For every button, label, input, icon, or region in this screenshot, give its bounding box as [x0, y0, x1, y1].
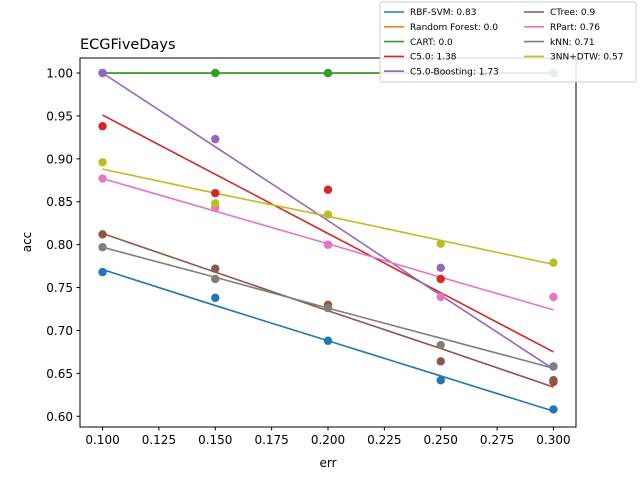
point-5-3: [436, 357, 445, 366]
point-0-1: [211, 293, 220, 303]
legend-box: [379, 1, 637, 83]
legend-entry-8: 3NN+DTW: 0.57: [550, 53, 623, 63]
point-8-2: [323, 210, 333, 219]
point-6-2: [323, 240, 333, 249]
x-tick-label-8: 0.300: [536, 433, 570, 447]
point-4-0: [98, 68, 107, 78]
y-tick-label-1: 0.65: [46, 367, 73, 381]
legend: RBF-SVM: 0.83 Random Forest: 0.0 CART: 0.0…: [379, 1, 637, 83]
data-points: [98, 68, 558, 414]
point-5-1: [211, 264, 220, 273]
legend-entry-4: C5.0-Boosting: 1.73: [410, 67, 499, 77]
point-7-2: [323, 303, 333, 313]
point-2-1: [211, 68, 220, 78]
y-tick-label-8: 1.00: [46, 67, 73, 81]
x-tick-label-3: 0.175: [254, 433, 288, 447]
x-tick-label-1: 0.125: [142, 433, 176, 447]
point-4-3: [436, 263, 445, 273]
point-5-4: [549, 376, 558, 385]
point-8-0: [98, 158, 107, 167]
point-6-0: [98, 174, 107, 183]
x-axis-label: err: [319, 456, 336, 470]
chart-title: ECGFiveDays: [80, 37, 176, 53]
point-7-0: [98, 243, 107, 252]
x-axis-ticks: 0.100 0.125 0.150 0.175 0.200 0.225 0.250 0.275…: [85, 427, 571, 447]
point-6-4: [549, 292, 558, 302]
y-tick-label-0: 0.60: [46, 410, 73, 424]
legend-entry-2: CART: 0.0: [410, 38, 453, 48]
point-2-2: [323, 68, 333, 78]
x-tick-label-5: 0.225: [367, 433, 401, 447]
y-tick-label-3: 0.75: [46, 281, 73, 295]
point-4-1: [211, 134, 220, 144]
point-3-1: [211, 188, 220, 198]
point-7-1: [211, 274, 220, 284]
x-tick-label-6: 0.250: [424, 433, 458, 447]
point-7-3: [436, 340, 445, 350]
y-tick-label-5: 0.85: [46, 195, 73, 209]
point-0-4: [549, 405, 558, 414]
fit-line-4: [102, 72, 554, 370]
point-3-0: [98, 122, 107, 131]
point-6-3: [436, 292, 445, 302]
point-8-1: [211, 199, 220, 208]
y-tick-label-4: 0.80: [46, 238, 73, 252]
legend-entry-3: C5.0: 1.38: [410, 53, 457, 63]
point-7-4: [549, 362, 558, 371]
point-3-3: [436, 274, 445, 284]
point-0-3: [436, 376, 445, 385]
legend-entry-6: RPart: 0.76: [550, 23, 600, 33]
point-8-4: [549, 258, 558, 267]
x-tick-label-2: 0.150: [198, 433, 232, 447]
y-tick-label-7: 0.95: [46, 109, 73, 123]
x-tick-label-7: 0.275: [480, 433, 514, 447]
fit-line-3: [102, 114, 554, 353]
x-tick-label-0: 0.100: [85, 433, 119, 447]
y-axis-ticks: 0.60 0.65 0.70 0.75 0.80 0.85 0.90 0.95 1.00: [46, 67, 80, 424]
point-8-3: [436, 239, 445, 248]
y-axis-label: acc: [20, 232, 34, 253]
legend-entry-1: Random Forest: 0.0: [410, 23, 498, 33]
x-tick-label-4: 0.200: [311, 433, 345, 447]
y-tick-label-6: 0.90: [46, 152, 73, 166]
y-tick-label-2: 0.70: [46, 324, 73, 338]
legend-entry-0: RBF-SVM: 0.83: [410, 8, 476, 18]
point-5-0: [98, 230, 107, 239]
point-0-0: [98, 267, 107, 277]
point-3-2: [323, 185, 333, 194]
point-0-2: [323, 336, 333, 345]
legend-entry-7: kNN: 0.71: [550, 38, 595, 48]
legend-entry-5: CTree: 0.9: [550, 8, 596, 18]
